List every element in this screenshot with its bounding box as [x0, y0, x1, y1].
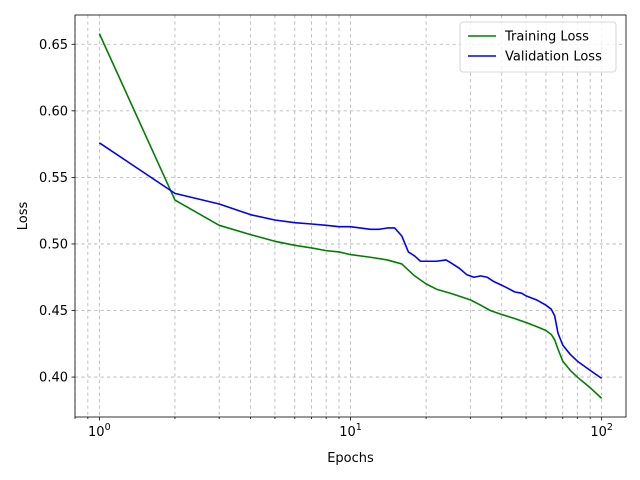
- y-axis-label: Loss: [16, 202, 31, 231]
- y-tick-label: 0.45: [39, 304, 68, 319]
- y-tick-label: 0.60: [39, 104, 68, 119]
- x-tick-label: 100: [88, 422, 111, 440]
- grid: [74, 15, 626, 417]
- y-tick-label: 0.40: [39, 371, 68, 386]
- legend: Training Loss Validation Loss: [459, 21, 617, 73]
- x-axis-label: Epochs: [327, 451, 374, 466]
- series-line-validation-loss: [98, 142, 603, 380]
- x-tick-label-base: 10: [339, 425, 356, 440]
- y-tick-label: 0.55: [39, 171, 68, 186]
- y-tick-label: 0.50: [39, 237, 68, 252]
- x-tick-label: 101: [339, 422, 362, 440]
- x-tick-label-exponent: 1: [356, 422, 362, 433]
- x-tick-label-exponent: 0: [105, 422, 111, 433]
- legend-box: [459, 21, 617, 73]
- x-tick-label: 102: [590, 422, 613, 440]
- series-layer: [98, 33, 603, 399]
- series-line-training-loss: [98, 33, 603, 399]
- x-tick-label-base: 10: [88, 425, 105, 440]
- x-tick-label-exponent: 2: [607, 422, 613, 433]
- legend-label: Training Loss: [504, 30, 589, 45]
- x-tick-label-base: 10: [590, 425, 607, 440]
- legend-label: Validation Loss: [505, 50, 602, 65]
- y-tick-label: 0.65: [39, 38, 68, 53]
